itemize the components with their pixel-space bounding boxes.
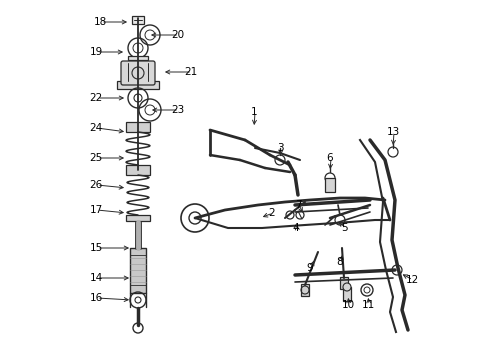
Bar [126, 165, 150, 175]
Text: 9: 9 [306, 263, 313, 273]
Text: 20: 20 [171, 30, 184, 40]
Text: 2: 2 [268, 208, 275, 218]
Bar [132, 16, 143, 24]
Text: 19: 19 [89, 47, 102, 57]
Bar [126, 215, 150, 221]
Text: 18: 18 [93, 17, 106, 27]
Text: 13: 13 [386, 127, 399, 137]
Text: 4: 4 [292, 223, 299, 233]
Text: 8: 8 [336, 257, 343, 267]
Bar [325, 178, 334, 192]
Text: 11: 11 [361, 300, 374, 310]
Text: 17: 17 [89, 205, 102, 215]
Bar [342, 287, 350, 301]
Text: 22: 22 [89, 93, 102, 103]
Text: 3: 3 [276, 143, 283, 153]
Text: 15: 15 [89, 243, 102, 253]
Text: 7: 7 [294, 200, 301, 210]
Text: 24: 24 [89, 123, 102, 133]
Text: 25: 25 [89, 153, 102, 163]
Bar [130, 248, 146, 293]
Text: 12: 12 [405, 275, 418, 285]
Circle shape [342, 283, 350, 291]
Bar [339, 277, 347, 289]
Text: 21: 21 [184, 67, 197, 77]
Text: 5: 5 [341, 223, 347, 233]
Text: 26: 26 [89, 180, 102, 190]
Text: 10: 10 [341, 300, 354, 310]
Text: 14: 14 [89, 273, 102, 283]
Text: 23: 23 [171, 105, 184, 115]
Text: 6: 6 [326, 153, 333, 163]
Text: 1: 1 [250, 107, 257, 117]
Text: 16: 16 [89, 293, 102, 303]
FancyBboxPatch shape [121, 61, 155, 85]
Bar [128, 56, 148, 60]
Bar [126, 122, 150, 132]
Bar [117, 81, 159, 89]
Bar [301, 284, 308, 296]
